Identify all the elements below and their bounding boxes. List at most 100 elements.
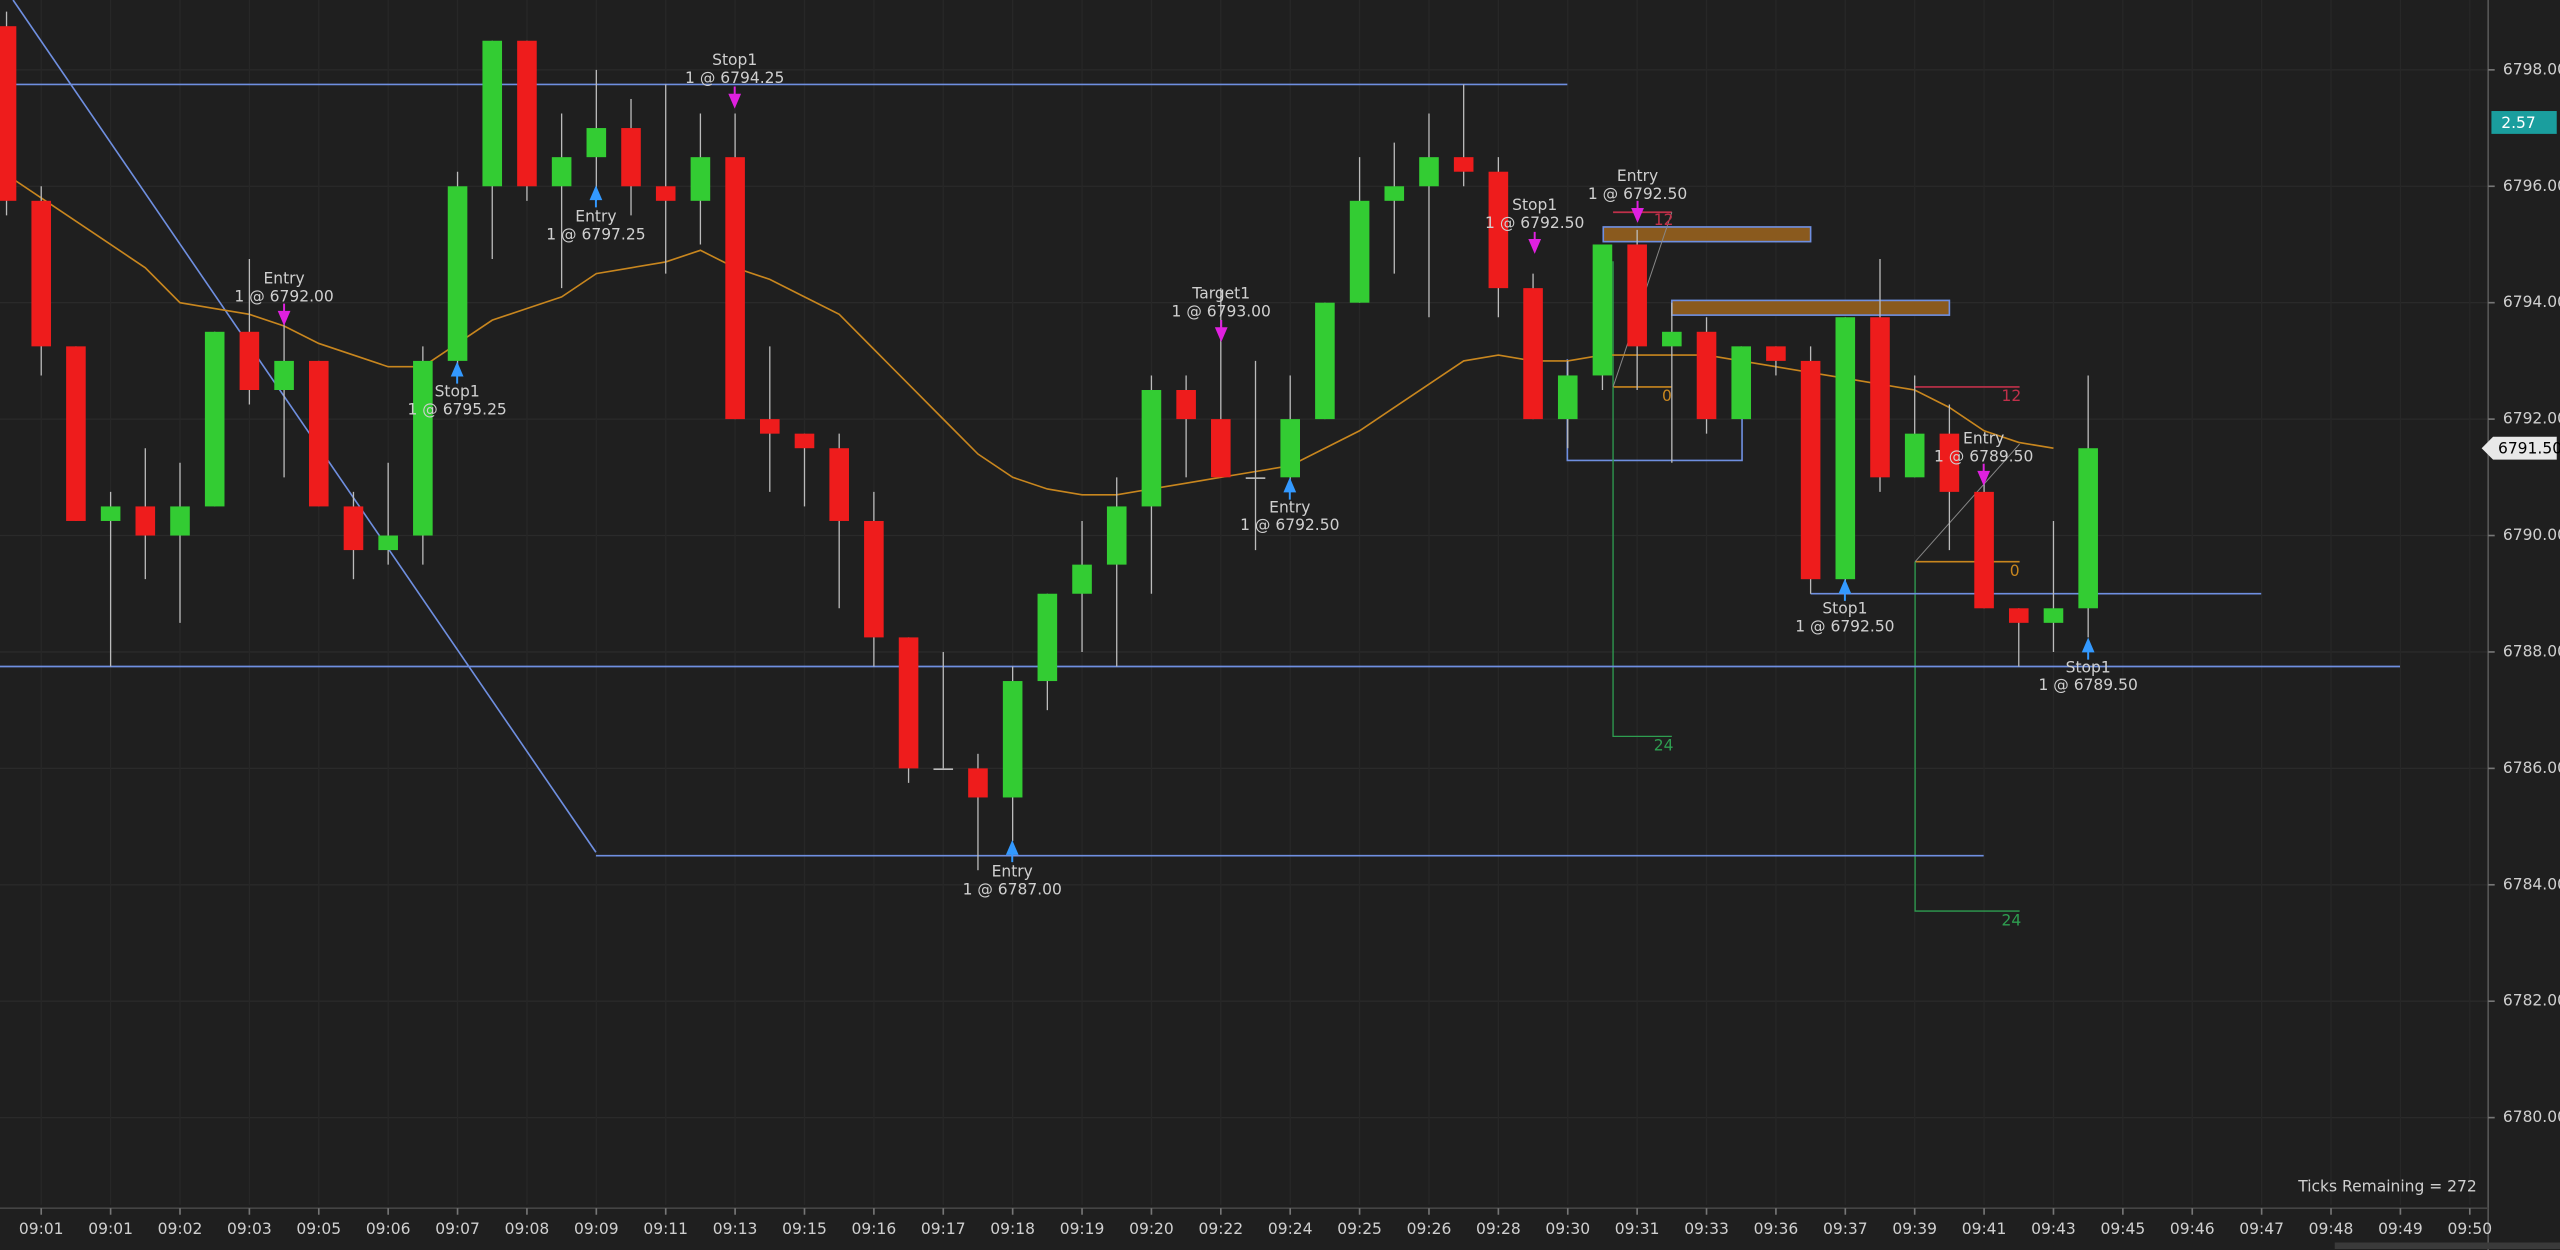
candle-body [31,200,52,347]
order-count: 12 [2002,387,2022,405]
candle-body [1627,244,1647,347]
order-line [1914,561,2020,912]
y-tick-label: 6780.00 [2503,1108,2560,1126]
order-arrow [1005,839,1019,863]
x-tick-label: 09:01 [88,1220,133,1238]
candle-body [655,186,676,201]
x-tick-label: 09:49 [2378,1220,2423,1238]
candle-body [1696,331,1717,420]
footer: Ticks Remaining = 272 [2297,1177,2477,1195]
axes: 6780.00 6782.00 6784.00 6786.00 6788.00 6790.… [19,60,2560,1238]
y-tick-label: 6784.00 [2503,875,2560,893]
candle-body [1002,681,1023,798]
candle-body [621,128,641,187]
candle-body [1211,419,1231,478]
candle-body [1974,491,1994,609]
order-arrow [1283,477,1297,500]
y-tick-label: 6782.00 [2503,992,2560,1010]
x-tick-label: 09:26 [1407,1220,1452,1238]
order-label: Stop1 [712,51,757,69]
x-tick-label: 09:46 [2170,1220,2215,1238]
x-tick-label: 09:01 [19,1220,64,1238]
x-tick-label: 09:19 [1060,1220,1105,1238]
candle-body [239,331,260,391]
order-arrow [1631,200,1644,223]
indicator-tag [2491,111,2557,134]
candle-body [760,419,780,434]
x-tick-label: 09:17 [921,1220,966,1238]
order-detail: 1 @ 6792.50 [1240,516,1339,534]
order-count: 0 [2010,562,2020,580]
candle-body [413,360,433,536]
candle-body [1904,433,1925,478]
candle-body [1523,288,1543,420]
candle-body [1870,317,1890,478]
order-arrow [1838,578,1852,601]
scrollbar [2334,1242,2560,1250]
candle-body [864,520,884,638]
order-detail: 1 @ 6795.25 [407,400,506,418]
order-label: Entry [1617,167,1658,185]
x-tick-label: 09:13 [713,1220,758,1238]
x-tick-label: 09:09 [574,1220,619,1238]
candle-body [1141,390,1162,507]
order-arrow [728,86,742,109]
y-tick-label: 6790.00 [2503,526,2560,544]
order-arrow [1528,231,1542,254]
x-tick-label: 09:15 [782,1220,827,1238]
candle-body [1453,157,1474,172]
candle-body [794,433,815,449]
candle-body [204,331,225,507]
candle-body [1280,419,1300,478]
candle-body [482,40,503,187]
order-detail: 1 @ 6792.50 [1588,185,1687,203]
x-tick-label: 09:20 [1129,1220,1174,1238]
order-arrow [277,303,291,326]
candle-body [1037,593,1058,682]
order-count: 0 [1662,387,1672,405]
order-detail: 1 @ 6789.50 [2039,676,2138,694]
candle-body [898,637,919,769]
order-line [1612,261,1672,738]
candle-body [378,535,398,551]
candle-body [2043,608,2064,623]
candle-body [1245,477,1266,479]
candle-body [100,506,121,521]
order-label: Stop1 [2066,658,2111,676]
x-tick-label: 09:22 [1198,1220,1243,1238]
x-tick-label: 09:43 [2031,1220,2076,1238]
x-tick-label: 09:31 [1615,1220,1660,1238]
order-detail: 1 @ 6792.50 [1485,214,1584,232]
x-tick-label: 09:36 [1754,1220,1799,1238]
levels [0,83,2400,857]
candle-body [725,157,745,420]
order-label: Entry [575,208,616,226]
y-tick-label: 6798.00 [2503,60,2560,78]
order-arrow [1214,320,1228,343]
candle-body [1072,564,1092,594]
order-detail: 1 @ 6792.50 [1795,617,1894,635]
y-tick-label: 6794.00 [2503,293,2560,311]
candle-body [0,26,17,201]
indicator-tag-label: 2.57 [2501,114,2536,132]
candle-body [1384,186,1405,201]
candle-body [1835,317,1856,580]
x-tick-label: 09:18 [990,1220,1035,1238]
order-count: 12 [1654,211,1674,229]
zone-box [1602,226,1812,243]
y-tick-label: 6788.00 [2503,642,2560,660]
candle-body [1349,200,1370,303]
y-tick-label: 6796.00 [2503,177,2560,195]
candle-body [447,186,468,361]
x-tick-label: 09:03 [227,1220,272,1238]
y-tick-label: 6792.00 [2503,410,2560,428]
candle-body [1766,346,1786,361]
last-price-tag [2481,436,2557,460]
candle-body [2078,448,2098,609]
x-tick-label: 09:08 [505,1220,550,1238]
candle-body [933,768,954,770]
candle-body [135,506,156,536]
